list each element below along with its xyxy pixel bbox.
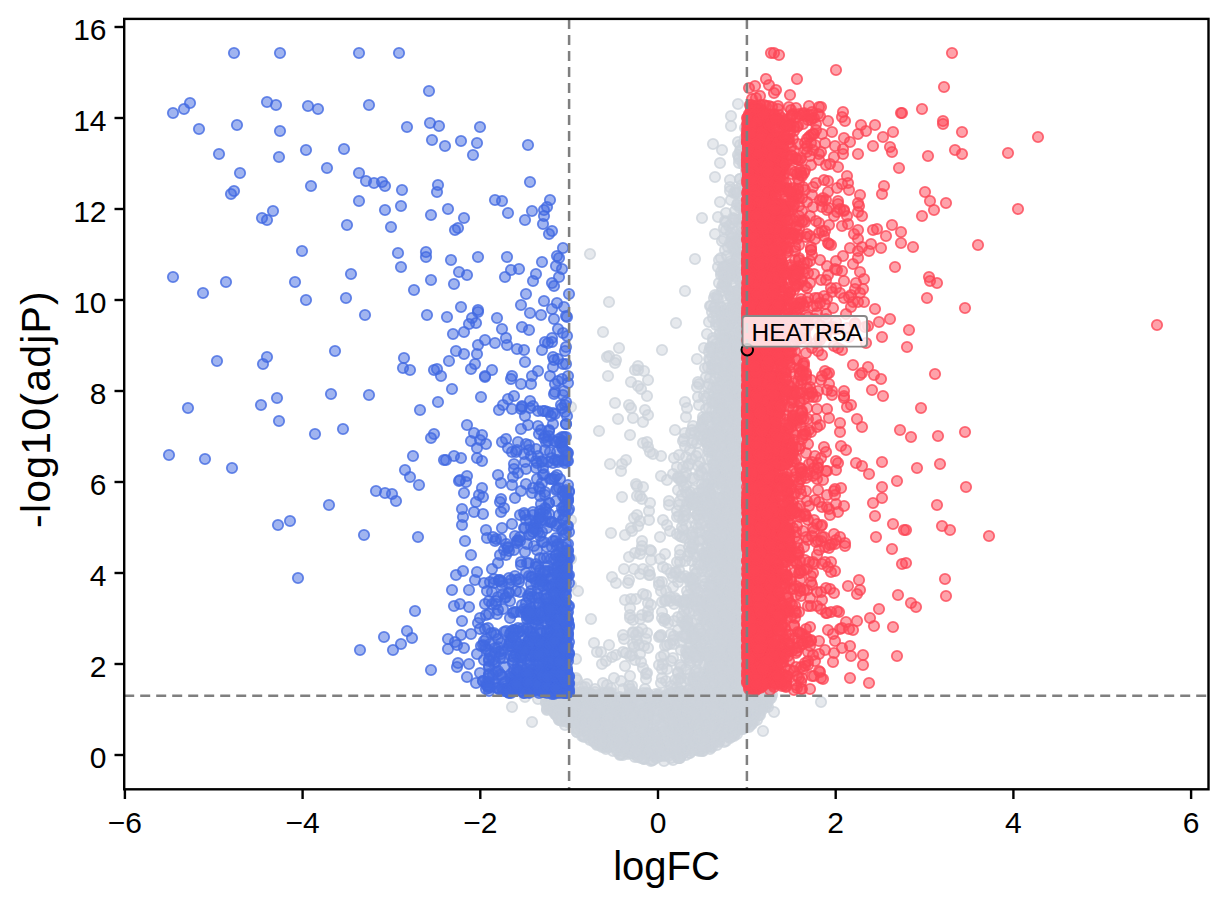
svg-text:4: 4 — [1005, 806, 1022, 839]
svg-text:logFC: logFC — [613, 844, 720, 888]
svg-text:−4: −4 — [285, 806, 319, 839]
svg-text:14: 14 — [73, 104, 106, 137]
svg-text:10: 10 — [73, 286, 106, 319]
svg-text:6: 6 — [1183, 806, 1200, 839]
svg-text:12: 12 — [73, 195, 106, 228]
svg-text:0: 0 — [90, 741, 107, 774]
svg-text:−2: −2 — [463, 806, 497, 839]
svg-text:16: 16 — [73, 13, 106, 46]
svg-text:6: 6 — [90, 468, 107, 501]
svg-text:0: 0 — [650, 806, 667, 839]
svg-text:-log10(adjP): -log10(adjP) — [13, 290, 59, 528]
svg-text:−6: −6 — [108, 806, 142, 839]
svg-text:HEATR5A: HEATR5A — [752, 319, 864, 346]
svg-text:8: 8 — [90, 377, 107, 410]
svg-text:2: 2 — [90, 650, 107, 683]
svg-text:4: 4 — [90, 559, 107, 592]
svg-text:2: 2 — [827, 806, 844, 839]
